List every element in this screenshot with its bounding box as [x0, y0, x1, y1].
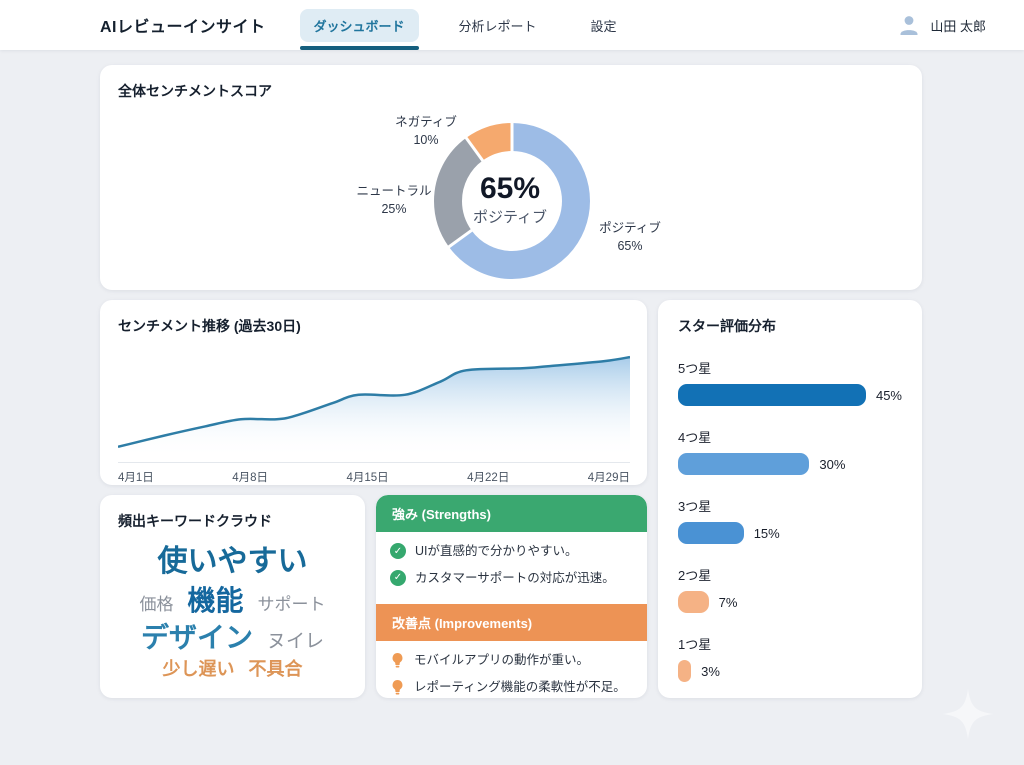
sparkle-icon: [943, 689, 993, 739]
keyword-row-0: 使いやすい: [158, 545, 308, 580]
keyword-negative: 不具合: [248, 658, 303, 679]
keyword-row-2: デザイン ヌイレ: [141, 622, 324, 654]
user-menu[interactable]: 山田 太郎: [896, 12, 986, 38]
user-avatar-icon: [900, 16, 918, 35]
app-header: AIレビューインサイト ダッシュボード 分析レポート 設定 山田 太郎: [0, 0, 1024, 50]
trend-line: [118, 355, 630, 449]
trend-x-axis: 4月1日 4月8日 4月15日 4月22日 4月29日: [118, 462, 630, 485]
trend-x-tick-4: 4月29日: [587, 472, 630, 484]
strengths-list: ✓ UIが直感的で分かりやすい。 ✓ カスタマーサポートの対応が迅速。: [376, 532, 647, 604]
insight-item: レポーティング機能の柔軟性が不足。: [390, 678, 633, 696]
bulb-icon: [392, 652, 403, 668]
insight-text: UIが直感的で分かりやすい。: [415, 544, 578, 558]
trend-x-tick-2: 4月15日: [346, 472, 389, 484]
donut-label-0: ポジティブ 65%: [599, 220, 661, 253]
improvements-list: モバイルアプリの動作が重い。レポーティング機能の柔軟性が不足。: [376, 641, 647, 698]
star-rating-bars: 5つ星 45% 4つ星 30% 3つ星 15% 2つ星 7% 1つ星 3%: [678, 358, 902, 682]
star-bar-row: 15%: [678, 522, 902, 544]
tab-1[interactable]: 分析レポート: [458, 18, 537, 34]
star-bar-value: 3%: [701, 663, 720, 679]
keyword-positive: 使いやすい: [157, 545, 308, 578]
keyword-neutral: サポート: [257, 594, 326, 614]
donut-slice-gap: [446, 226, 476, 250]
donut-center-label: ポジティブ: [472, 208, 548, 226]
card-sentiment-trend: センチメント推移 (過去30日) 4月1日 4月8日 4月15日 4月22日 4月29日: [100, 300, 647, 485]
star-bar-value: 45%: [875, 387, 902, 403]
donut-center-percent: 65%: [479, 172, 541, 206]
card-star-rating: スター評価分布 5つ星 45% 4つ星 30% 3つ星 15% 2つ星 7% 1つ星 3%: [658, 300, 922, 698]
insight-text: カスタマーサポートの対応が迅速。: [415, 570, 615, 585]
donut-slice-1: [434, 123, 590, 279]
star-bar-group-4star: 4つ星 30%: [678, 427, 902, 475]
sentiment-donut-chart: 65% ポジティブ ポジティブ 65% ニュートラル 25% ネガティブ 10%: [118, 107, 904, 282]
star-bar-row: 45%: [678, 384, 902, 406]
insight-item: モバイルアプリの動作が重い。: [390, 651, 633, 669]
star-bar-group-2star: 2つ星 7%: [678, 565, 902, 613]
keyword-neutral: ヌイレ: [267, 630, 325, 652]
keyword-negative: 少し遅い: [162, 658, 235, 679]
star-bar: [678, 522, 744, 544]
keyword-row-1: 価格 機能 サポート: [139, 585, 325, 617]
card-insights: 強み (Strengths) ✓ UIが直感的で分かりやすい。 ✓ カスタマーサポート…: [376, 495, 647, 698]
trend-title: センチメント推移 (過去30日): [118, 318, 301, 334]
check-icon: ✓: [390, 543, 406, 559]
star-bar-row: 30%: [678, 453, 902, 475]
star-bar-row: 3%: [678, 660, 902, 682]
trend-x-tick-1: 4月8日: [232, 472, 269, 484]
trend-area-fill: [118, 357, 630, 456]
star-bar-value: 15%: [753, 525, 780, 541]
star-bar-group-5star: 5つ星 45%: [678, 358, 902, 406]
trend-x-tick-0: 4月1日: [118, 472, 154, 484]
keyword-cloud-title: 頻出キーワードクラウド: [118, 513, 272, 529]
insight-text: モバイルアプリの動作が重い。: [414, 652, 590, 667]
tab-2[interactable]: 設定: [590, 18, 617, 34]
star-bar-row: 7%: [678, 591, 902, 613]
star-bar: [678, 660, 692, 682]
star-rating-title: スター評価分布: [678, 318, 776, 334]
star-bar-value: 7%: [718, 594, 738, 610]
nav-tabs: ダッシュボード 分析レポート 設定: [299, 8, 897, 50]
keyword-neutral: 価格: [139, 594, 174, 614]
star-bar-value: 30%: [819, 456, 846, 472]
donut-label-2: ネガティブ 10%: [395, 114, 457, 147]
donut-label-1: ニュートラル 25%: [356, 183, 432, 216]
user-name: 山田 太郎: [930, 18, 986, 34]
keyword-positive: 機能: [187, 584, 244, 616]
check-icon: ✓: [390, 569, 406, 586]
card-sentiment-score: 全体センチメントスコア 65% ポジティブ ポジティブ 65% ニュートラル 25% ネガテ…: [100, 65, 922, 290]
star-bar-label: 5つ星: [678, 361, 712, 376]
keyword-positive: デザイン: [140, 621, 253, 653]
card-keyword-cloud: 頻出キーワードクラウド 使いやすい 価格 機能 サポート デザイン ヌイレ 少し遅い 不具合: [100, 495, 365, 698]
sentiment-donut-svg: [434, 121, 590, 279]
bulb-icon: [392, 679, 403, 695]
insight-item: ✓ UIが直感的で分かりやすい。: [390, 542, 633, 560]
trend-area-chart: [118, 355, 630, 456]
app-title: AIレビューインサイト: [100, 19, 266, 36]
tab-0[interactable]: ダッシュボード: [299, 8, 419, 50]
star-bar: [678, 453, 810, 475]
donut-center-value: 65% ポジティブ: [473, 172, 547, 226]
keyword-cloud: 使いやすい 価格 機能 サポート デザイン ヌイレ 少し遅い 不具合: [118, 545, 347, 680]
trend-x-tick-3: 4月22日: [467, 472, 510, 484]
insight-text: レポーティング機能の柔軟性が不足。: [414, 679, 626, 694]
strengths-header: 強み (Strengths): [376, 495, 647, 532]
sentiment-score-title: 全体センチメントスコア: [118, 83, 272, 99]
star-bar-group-1star: 1つ星 3%: [678, 634, 902, 682]
donut-slice-gap: [463, 135, 487, 165]
star-bar-label: 4つ星: [678, 430, 712, 445]
improvements-header: 改善点 (Improvements): [376, 603, 647, 641]
star-bar-label: 3つ星: [678, 499, 712, 514]
star-bar-label: 1つ星: [678, 637, 712, 652]
dashboard-grid: 全体センチメントスコア 65% ポジティブ ポジティブ 65% ニュートラル 25% ネガテ…: [100, 65, 922, 698]
star-bar-group-3star: 3つ星 15%: [678, 496, 902, 544]
star-bar-label: 2つ星: [678, 568, 712, 583]
insight-item: ✓ カスタマーサポートの対応が迅速。: [390, 569, 633, 587]
star-bar: [678, 591, 709, 613]
star-bar: [678, 384, 866, 406]
keyword-row-3: 少し遅い 不具合: [163, 659, 303, 680]
